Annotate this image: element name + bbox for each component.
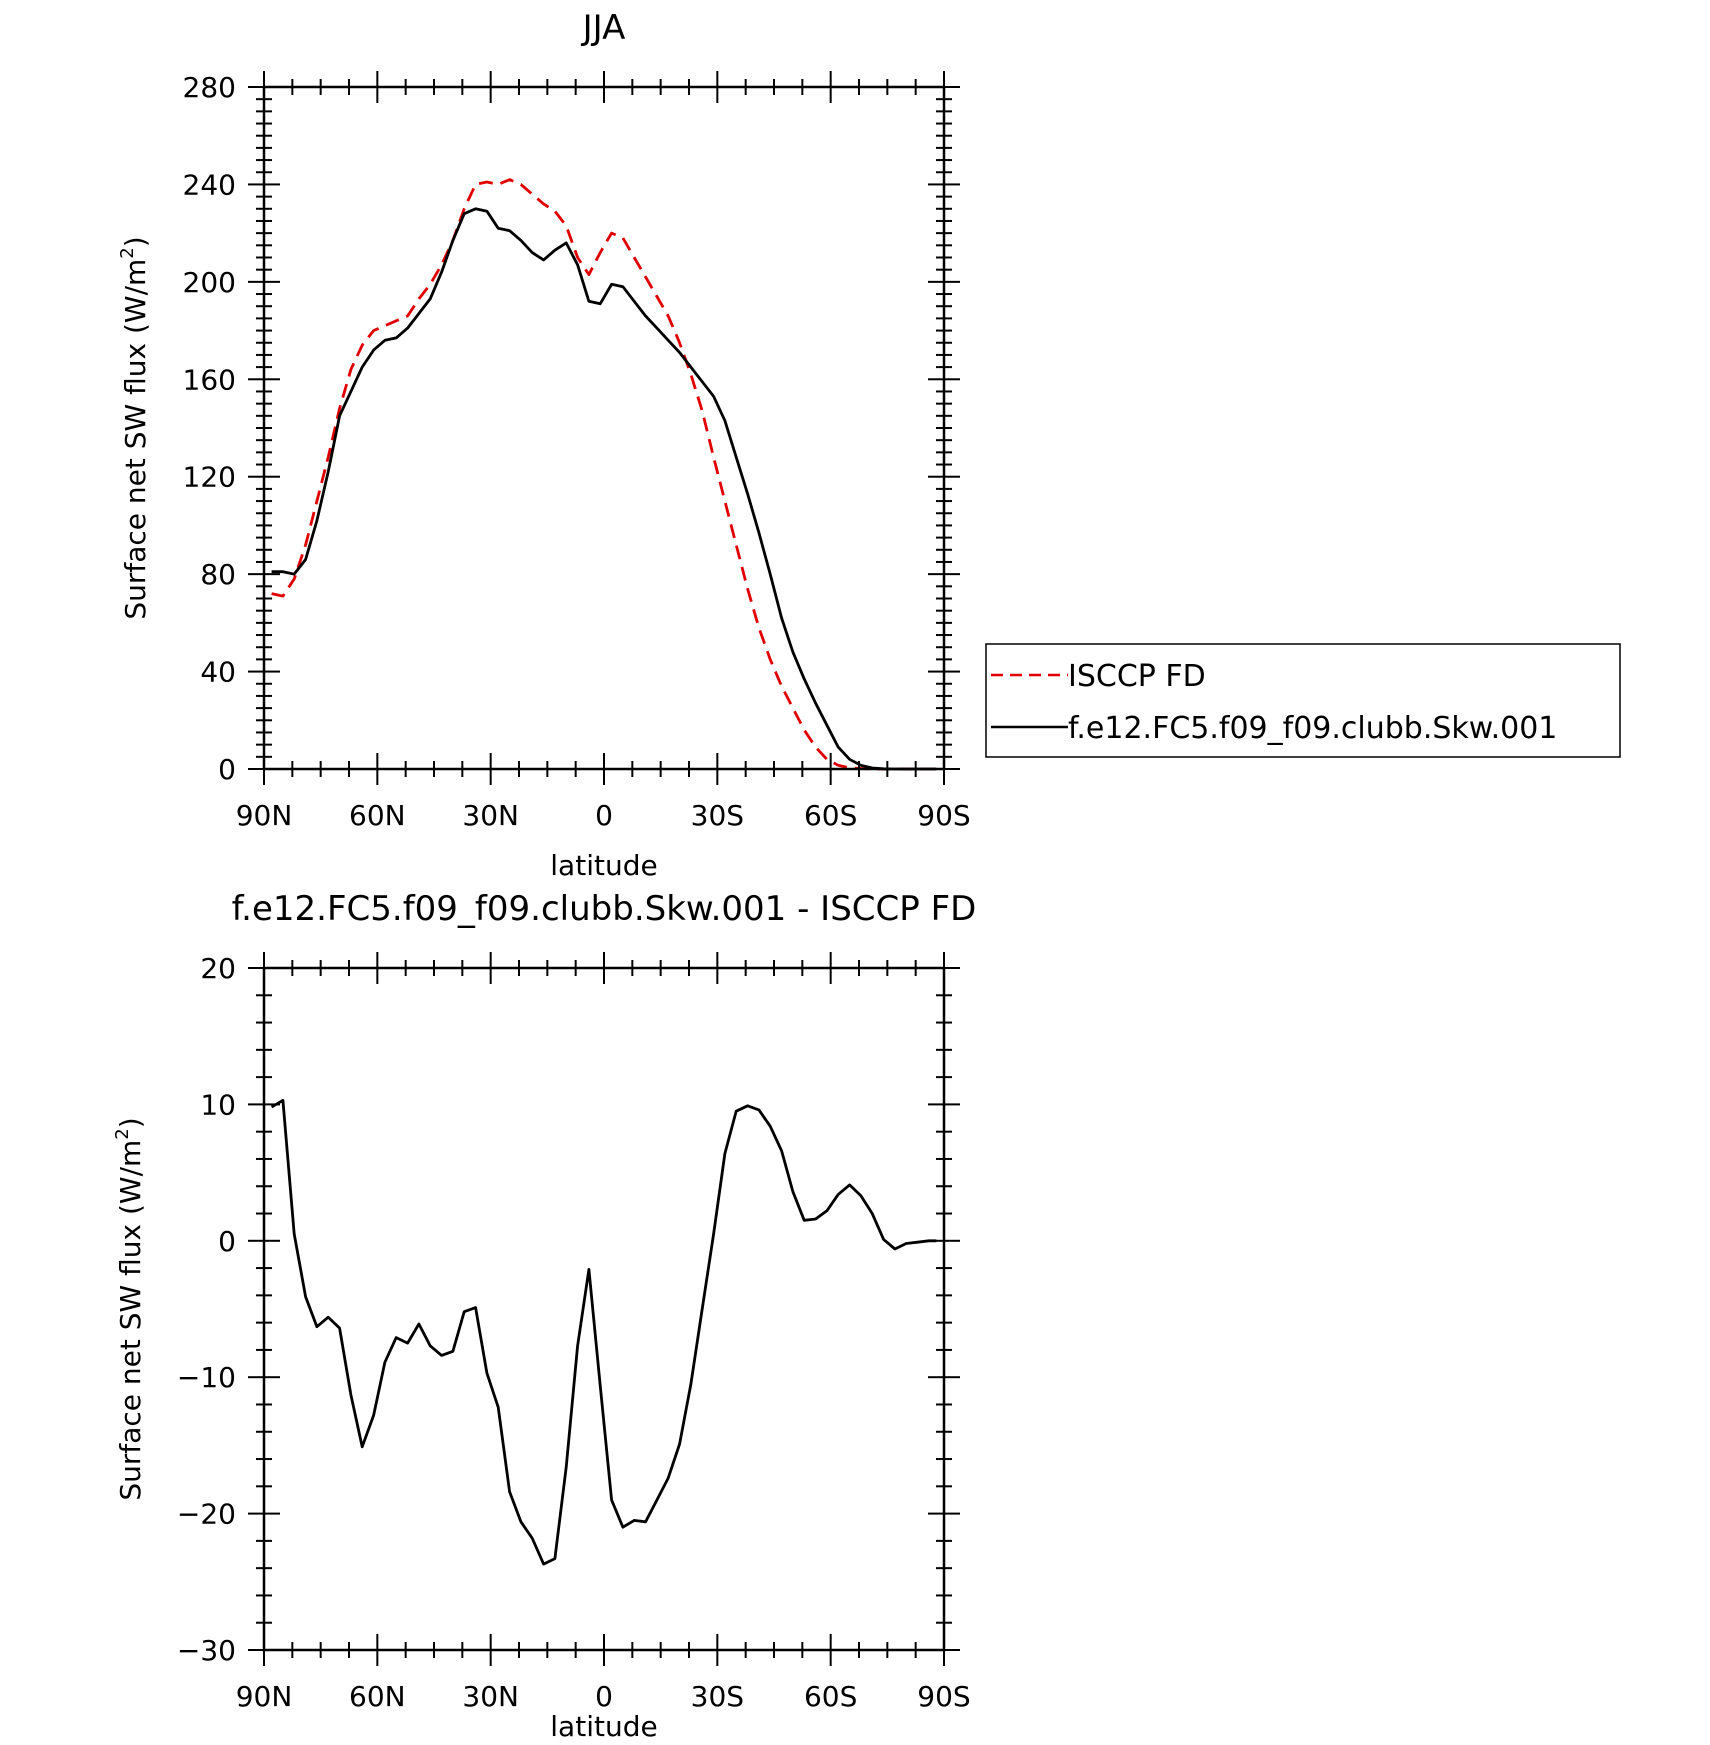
x-tick-label: 60N <box>349 799 406 832</box>
chart-title: JJA <box>581 8 626 48</box>
x-tick-label: 60S <box>804 1680 857 1713</box>
top-chart: JJA 90N 60N 30N 0 30S 60S 90S 0 40 80 120 160 200 24… <box>117 8 1621 882</box>
legend-label-isccp: ISCCP FD <box>1068 659 1206 694</box>
y-tick-label: −30 <box>177 1634 236 1667</box>
series-line-2 <box>271 207 937 771</box>
x-tick-labels: 90N 60N 30N 0 30S 60S 90S <box>236 1680 971 1713</box>
y-tick-labels: −30 −20 −10 0 10 20 <box>177 952 236 1667</box>
legend-label-model: f.e12.FC5.f09_f09.clubb.Skw.001 <box>1068 711 1557 746</box>
x-tick-label: 30N <box>462 799 519 832</box>
y-tick-label: 80 <box>200 558 236 591</box>
y-tick-label: 40 <box>200 656 236 689</box>
x-tick-label: 60S <box>804 799 857 832</box>
x-tick-label: 0 <box>595 1680 613 1713</box>
y-axis-label-main: Surface net SW flux (W/m <box>119 259 152 620</box>
y-tick-label: 160 <box>183 363 236 396</box>
x-tick-label: 30N <box>462 1680 519 1713</box>
y-tick-label: 200 <box>183 266 236 299</box>
x-tick-label: 90S <box>917 799 970 832</box>
x-tick-label: 30S <box>691 799 744 832</box>
y-tick-label: 10 <box>200 1088 236 1121</box>
x-tick-labels: 90N 60N 30N 0 30S 60S 90S <box>236 799 971 832</box>
y-axis-label-main: Surface net SW flux (W/m <box>114 1140 147 1501</box>
y-axis-label-superscript: 2 <box>117 247 138 258</box>
y-tick-label: −10 <box>177 1361 236 1394</box>
x-axis-label: latitude <box>550 849 657 882</box>
x-tick-label: 0 <box>595 799 613 832</box>
x-tick-label: 30S <box>691 1680 744 1713</box>
y-axis-label: Surface net SW flux (W/m2) <box>112 1117 147 1500</box>
y-tick-label: 120 <box>183 461 236 494</box>
bottom-chart: f.e12.FC5.f09_f09.clubb.Skw.001 - ISCCP … <box>112 889 976 1743</box>
chart-marks <box>270 1098 937 1566</box>
x-tick-label: 90S <box>917 1680 970 1713</box>
chart-title: f.e12.FC5.f09_f09.clubb.Skw.001 - ISCCP … <box>232 889 977 929</box>
y-tick-label: 0 <box>218 1225 236 1258</box>
y-tick-label: 280 <box>183 71 236 104</box>
legend: ISCCP FD f.e12.FC5.f09_f09.clubb.Skw.001 <box>985 643 1621 758</box>
x-axis-label: latitude <box>550 1710 657 1743</box>
x-tick-label: 90N <box>236 799 293 832</box>
y-tick-label: 20 <box>200 952 236 985</box>
legend-box <box>985 643 1621 758</box>
y-axis-label: Surface net SW flux (W/m2) <box>117 236 152 619</box>
series-line-1 <box>270 1098 937 1566</box>
axis-ticks <box>248 71 960 785</box>
chart-marks <box>271 178 937 771</box>
y-axis-label-close: ) <box>114 1117 147 1128</box>
x-tick-label: 60N <box>349 1680 406 1713</box>
y-axis-label-superscript: 2 <box>112 1128 133 1139</box>
y-tick-label: 0 <box>218 753 236 786</box>
axis-ticks <box>248 952 960 1666</box>
y-tick-labels: 0 40 80 120 160 200 240 280 <box>183 71 236 786</box>
y-axis-label-close: ) <box>119 236 152 247</box>
y-tick-label: 240 <box>183 168 236 201</box>
x-tick-label: 90N <box>236 1680 293 1713</box>
y-tick-label: −20 <box>177 1498 236 1531</box>
